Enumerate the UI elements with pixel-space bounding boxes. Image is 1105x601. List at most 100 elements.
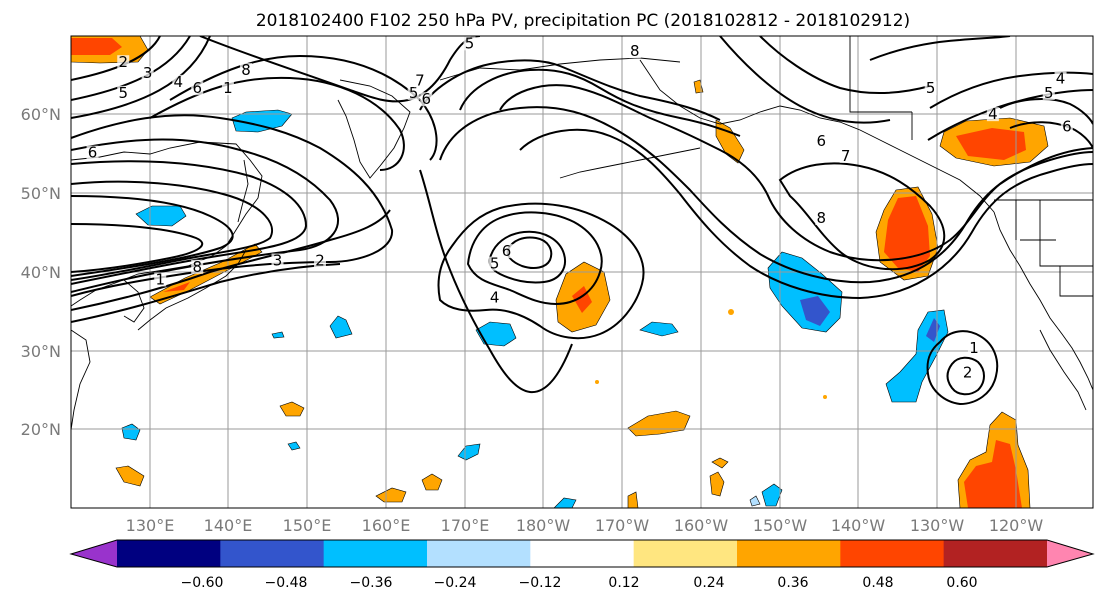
pv-label-bg (191, 81, 204, 96)
pv-label-bg (1060, 119, 1073, 134)
pv-label-bg (154, 272, 167, 287)
pv-contour-label: 6 (192, 79, 202, 97)
pv-contour (437, 202, 645, 340)
precip-blob (71, 38, 122, 55)
map-frame (70, 35, 1094, 509)
pv-contour-label: 5 (465, 34, 475, 52)
coastlines (71, 36, 1093, 431)
pv-contour-label: 2 (963, 363, 973, 381)
yukon-border (849, 36, 913, 140)
precip-blob (231, 109, 293, 133)
pv-label-bg (839, 148, 852, 163)
pv-contour-label: 1 (155, 270, 165, 288)
pv-contour (719, 36, 891, 124)
lat-label: 50°N (21, 184, 61, 203)
china-coast (71, 329, 91, 431)
pv-contour-label: 3 (273, 252, 283, 270)
pv-contour-label: 4 (988, 105, 998, 123)
baja-coast (1039, 329, 1087, 411)
pv-label-bg (407, 85, 420, 100)
pv-contour (71, 223, 204, 273)
precip-negative-anomalies (121, 109, 949, 508)
lat-label: 30°N (21, 342, 61, 361)
pv-contour (869, 36, 1011, 61)
lon-label: 170°W (595, 516, 650, 535)
colorbar-tick: 0.48 (862, 575, 893, 591)
colorbar-tick: 0.12 (608, 575, 639, 591)
pv-label-bg (117, 55, 130, 70)
kamchatka-coast (337, 79, 411, 179)
precip-blob (287, 441, 301, 451)
lon-label: 160°W (674, 516, 729, 535)
precip-blob (964, 440, 1022, 508)
lon-label: 160°E (362, 516, 411, 535)
precip-blob (884, 196, 930, 272)
pv-label-bg (1042, 85, 1055, 100)
colorbar-ticks: −0.60 −0.48 −0.36 −0.24 −0.12 0.12 0.24 … (181, 575, 978, 591)
colorbar-segment (943, 540, 1048, 567)
precip-blob (715, 119, 745, 164)
japan-coast (137, 249, 247, 331)
colorbar: −0.60 −0.48 −0.36 −0.24 −0.12 0.12 0.24 … (69, 539, 1095, 591)
lon-labels: 130°E 140°E 150°E 160°E 170°E 180°W 170°… (126, 516, 1044, 535)
lat-label: 20°N (21, 420, 61, 439)
precip-blob (800, 296, 830, 326)
precip-blob (135, 205, 187, 227)
pv-contour-label: 4 (174, 73, 184, 91)
pv-contour (71, 160, 308, 285)
pv-contour-label: 5 (118, 84, 128, 102)
na-west-coast (993, 211, 1093, 391)
colorbar-segment (530, 540, 635, 567)
pv-contour-label: 8 (630, 42, 640, 60)
pv-contour (71, 114, 394, 297)
pv-contour-label: 4 (490, 289, 500, 307)
pv-label-bg (86, 145, 99, 160)
colorbar-tick: −0.36 (350, 575, 393, 591)
pv-contours (71, 36, 1093, 406)
colorbar-segment (220, 540, 325, 567)
precip-blob (627, 410, 691, 437)
pv-contour (71, 36, 161, 81)
precip-blob (956, 128, 1026, 160)
lon-label: 180°W (516, 516, 571, 535)
pv-contour (459, 68, 741, 137)
lon-label: 150°W (753, 516, 808, 535)
pv-label-bg (172, 74, 185, 89)
aleutian-chain (559, 147, 701, 179)
colorbar-segment (323, 540, 428, 567)
pv-label-bg (500, 244, 513, 259)
pv-contour (926, 330, 999, 406)
pv-contour-label: 1 (969, 339, 979, 357)
pv-label-bg (413, 73, 426, 88)
pv-label-bg (924, 81, 937, 96)
pv-label-bg (961, 365, 974, 380)
precip-blob (271, 331, 285, 339)
colorbar-tick: −0.48 (265, 575, 308, 591)
pv-contour-label: 1 (223, 79, 233, 97)
colorbar-tick: 0.36 (777, 575, 808, 591)
lon-label: 120°W (989, 516, 1044, 535)
pv-contour-label: 6 (421, 90, 431, 108)
pv-contour (759, 36, 931, 95)
colorbar-tick: 0.24 (693, 575, 724, 591)
precip-blob (329, 315, 353, 339)
pv-label-bg (221, 81, 234, 96)
pv-label-bg (240, 63, 253, 78)
pv-label-bg (420, 92, 433, 107)
pv-label-bg (628, 44, 641, 59)
lat-labels: 60°N 50°N 40°N 30°N 20°N (21, 105, 61, 439)
pv-contour (999, 98, 1093, 125)
pv-label-bg (117, 85, 130, 100)
pv-contour-label: 5 (490, 255, 500, 273)
lon-label: 170°E (441, 516, 490, 535)
pv-label-bg (1054, 71, 1067, 86)
pv-contour (419, 169, 573, 394)
precip-blob (553, 497, 577, 508)
precip-positive-anomalies (71, 36, 1049, 508)
alaska-coast (639, 59, 995, 213)
pv-contour (71, 180, 273, 281)
korea-coast (123, 279, 145, 323)
pv-contour (927, 89, 1093, 141)
